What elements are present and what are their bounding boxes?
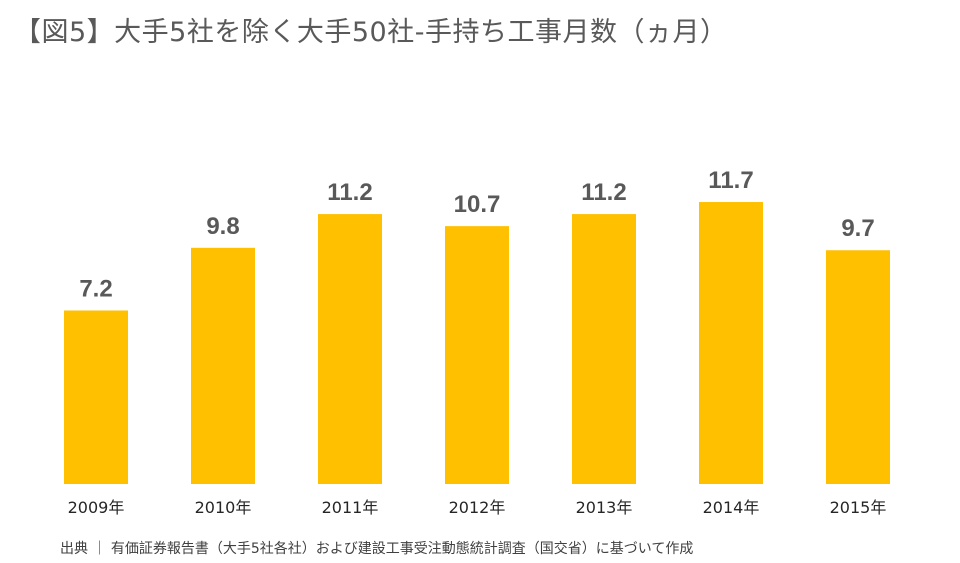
bar-value-label: 9.8 xyxy=(206,213,239,240)
x-tick-labels-group: 2009年 2010年 2011年 2012年 2013年 2014年 2015年 xyxy=(68,498,887,517)
bar-value-label: 11.7 xyxy=(708,167,753,194)
bar-2010年 xyxy=(191,247,255,484)
bar-value-label: 11.2 xyxy=(581,179,626,206)
bar-value-label: 9.7 xyxy=(841,215,874,242)
x-tick-label: 2012年 xyxy=(449,498,506,517)
bars-group xyxy=(64,202,890,484)
x-tick-label: 2014年 xyxy=(703,498,760,517)
x-tick-label: 2013年 xyxy=(576,498,633,517)
x-tick-label: 2015年 xyxy=(830,498,887,517)
bar-value-label: 11.2 xyxy=(327,179,372,206)
bar-2013年 xyxy=(572,214,636,484)
bar-2011年 xyxy=(318,214,382,484)
bar-value-label: 10.7 xyxy=(454,191,501,218)
source-note: 出典 ｜ 有価証券報告書（大手5社各社）および建設工事受注動態統計調査（国交省）… xyxy=(60,541,694,557)
chart-title: 【図5】大手5社を除く大手50社-手持ち工事月数（ヵ月） xyxy=(14,17,728,48)
bar-2009年 xyxy=(64,310,128,484)
value-labels-group: 7.2 9.8 11.2 10.7 11.2 11.7 9.7 xyxy=(79,167,874,302)
x-tick-label: 2011年 xyxy=(322,498,379,517)
bar-2015年 xyxy=(826,250,890,484)
x-tick-label: 2009年 xyxy=(68,498,125,517)
bar-2014年 xyxy=(699,202,763,484)
x-tick-label: 2010年 xyxy=(195,498,252,517)
bar-2012年 xyxy=(445,226,509,484)
bar-value-label: 7.2 xyxy=(79,275,112,302)
